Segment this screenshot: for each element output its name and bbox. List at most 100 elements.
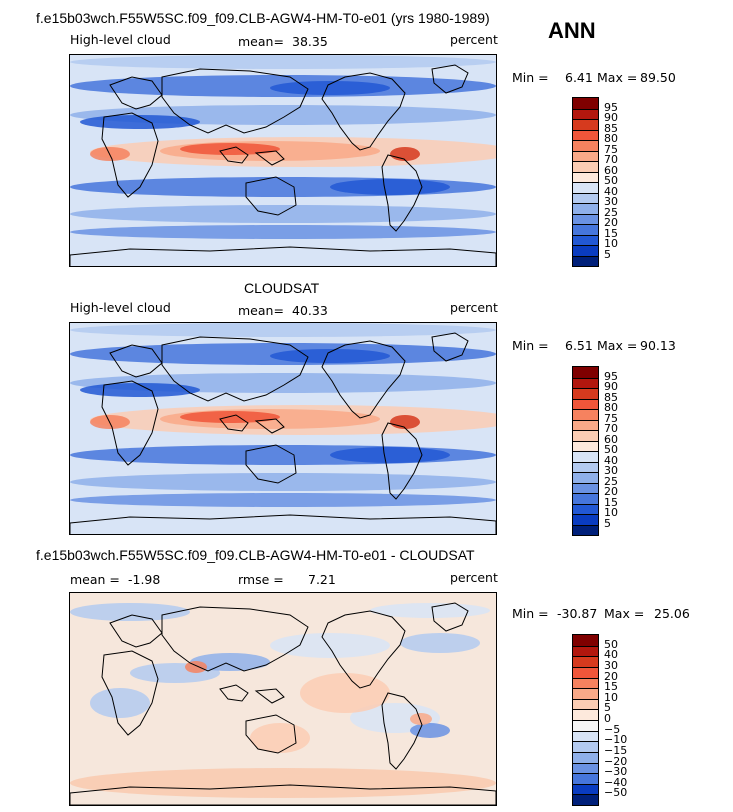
- colorbar-swatch: [573, 794, 598, 805]
- colorbar-tick-label: 80: [604, 132, 618, 145]
- coastline: [381, 692, 423, 770]
- colorbar-tick-label: −10: [604, 733, 628, 747]
- cloud-field-region: [70, 493, 496, 507]
- colorbar-swatch: [573, 409, 598, 420]
- season-label: ANN: [548, 18, 596, 43]
- coastline: [254, 418, 285, 434]
- coastline: [254, 150, 285, 166]
- colorbar-swatch: [573, 234, 598, 245]
- colorbar-tick-label: −50: [604, 786, 628, 800]
- cloud-field-region: [70, 473, 496, 491]
- colorbar-tick-label: 75: [604, 142, 618, 156]
- cloud-field-region: [80, 115, 200, 129]
- coastline: [101, 380, 159, 466]
- panel3-units: percent: [450, 570, 498, 585]
- colorbar-swatch: [573, 730, 598, 742]
- colorbar-swatch: [573, 129, 598, 140]
- cloud-field-region: [410, 713, 432, 725]
- panel3-rmse-label: rmse =: [238, 572, 284, 587]
- colorbar-tick-label: 25: [604, 205, 618, 219]
- colorbar-tick-label: 50: [604, 637, 618, 651]
- colorbar-swatch: [573, 245, 598, 256]
- panel1-colorbar: [572, 97, 599, 267]
- panel3-map: [69, 592, 497, 806]
- colorbar-tick-label: −30: [604, 765, 628, 779]
- colorbar-tick-label: 10: [604, 237, 618, 250]
- colorbar-swatch: [573, 430, 598, 441]
- panel2-mean-label: mean=: [238, 303, 284, 318]
- colorbar-tick-label: 75: [604, 411, 618, 425]
- cloud-field-region: [330, 179, 450, 195]
- colorbar-tick-label: 85: [604, 121, 618, 135]
- colorbar-swatch: [573, 482, 598, 493]
- colorbar-tick-label: 60: [604, 163, 618, 177]
- colorbar-tick-label: 70: [604, 422, 618, 435]
- colorbar-tick-label: 5: [604, 701, 611, 715]
- colorbar-tick-label: 25: [604, 474, 618, 488]
- coastline: [109, 614, 163, 648]
- colorbar-swatch: [573, 192, 598, 203]
- colorbar-tick-label: 85: [604, 390, 618, 404]
- coastline: [321, 72, 406, 151]
- cloud-field-region: [370, 603, 490, 618]
- colorbar-swatch: [573, 255, 598, 266]
- panel3-mean-label: mean =: [70, 572, 120, 587]
- coastline: [431, 602, 469, 632]
- cloud-field-region: [185, 661, 207, 673]
- coastline: [70, 246, 496, 266]
- cloud-field-region: [90, 688, 150, 718]
- panel1-units: percent: [450, 32, 498, 47]
- colorbar-tick-label: 0: [604, 712, 611, 725]
- colorbar-swatch: [573, 493, 598, 504]
- panel2-mean-value: 40.33: [292, 303, 328, 318]
- colorbar-tick-label: −5: [604, 722, 621, 736]
- panel3-rmse-value: 7.21: [308, 572, 336, 587]
- colorbar-tick-label: 30: [604, 464, 618, 477]
- colorbar-tick-label: 70: [604, 153, 618, 166]
- panel2-max-label: Max =: [597, 338, 638, 353]
- coastline: [431, 332, 469, 362]
- colorbar-tick-label: 40: [604, 453, 618, 467]
- colorbar-swatch: [573, 108, 598, 119]
- colorbar-tick-label: 20: [604, 216, 618, 229]
- colorbar-swatch: [573, 451, 598, 462]
- colorbar-swatch: [573, 377, 598, 388]
- colorbar-tick-label: 40: [604, 184, 618, 198]
- colorbar-tick-label: 80: [604, 401, 618, 414]
- colorbar-tick-label: 60: [604, 432, 618, 446]
- cloud-field-region: [410, 723, 450, 738]
- panel1-map: [69, 54, 497, 267]
- colorbar-swatch: [573, 461, 598, 472]
- cloud-field-region: [250, 723, 310, 753]
- colorbar-swatch: [573, 398, 598, 409]
- colorbar-tick-label: 15: [604, 495, 618, 509]
- colorbar-swatch: [573, 773, 598, 784]
- colorbar-tick-label: 15: [604, 226, 618, 240]
- coastline: [219, 414, 249, 432]
- colorbar-swatch: [573, 635, 598, 646]
- cloud-field-region: [70, 603, 190, 621]
- colorbar-swatch: [573, 419, 598, 430]
- colorbar-tick-label: 30: [604, 658, 618, 672]
- panel2-units: percent: [450, 300, 498, 315]
- coastline: [109, 76, 163, 110]
- colorbar-swatch: [573, 171, 598, 182]
- panel3-title: f.e15b03wch.F55W5SC.f09_f09.CLB-AGW4-HM-…: [36, 547, 475, 563]
- colorbar-swatch: [573, 666, 598, 678]
- colorbar-swatch: [573, 698, 598, 710]
- panel1-title: f.e15b03wch.F55W5SC.f09_f09.CLB-AGW4-HM-…: [36, 10, 490, 26]
- coastline: [381, 422, 423, 500]
- colorbar-tick-label: 50: [604, 443, 618, 456]
- coastline: [70, 784, 496, 805]
- colorbar-tick-label: 10: [604, 506, 618, 519]
- colorbar-swatch: [573, 388, 598, 399]
- coastline: [161, 606, 309, 672]
- colorbar-swatch: [573, 140, 598, 151]
- cloud-field-region: [390, 147, 420, 161]
- panel3-min-value: -30.87: [557, 606, 598, 621]
- colorbar-swatch: [573, 503, 598, 514]
- cloud-field-region: [270, 633, 390, 658]
- cloud-field-region: [70, 205, 496, 223]
- panel2-max-value: 90.13: [640, 338, 676, 353]
- colorbar-tick-label: 15: [604, 680, 618, 694]
